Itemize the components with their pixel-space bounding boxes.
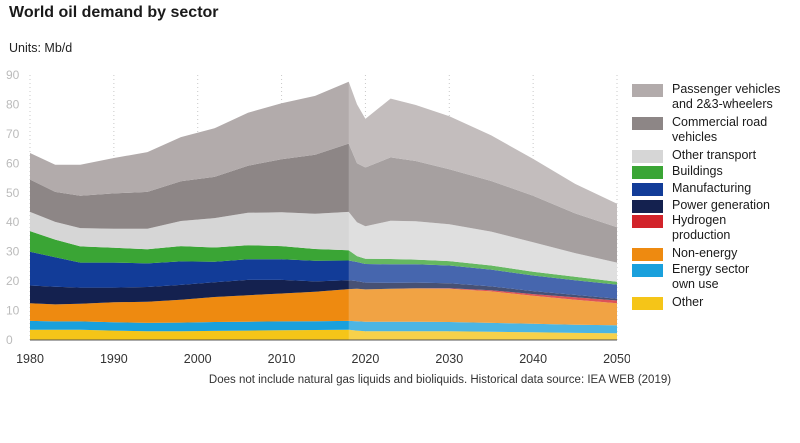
legend-label-line: production	[672, 228, 731, 242]
x-tick-label: 1990	[100, 352, 128, 366]
projection-shade	[348, 81, 617, 341]
x-tick-label: 2040	[519, 352, 547, 366]
legend-swatch	[632, 117, 663, 130]
area-other	[30, 329, 617, 340]
legend-label-line: Buildings	[672, 164, 723, 178]
legend-label: Passenger vehicles and 2&3-wheelers	[672, 82, 800, 112]
legend-label: Power generation	[672, 198, 800, 213]
legend-swatch	[632, 215, 663, 228]
legend-label-line: Hydrogen	[672, 213, 727, 227]
legend-label: Buildings	[672, 164, 800, 179]
y-tick-label: 10	[6, 304, 20, 318]
y-tick-label: 70	[6, 127, 20, 141]
legend-label: Hydrogen production	[672, 213, 800, 243]
x-tick-label: 2030	[435, 352, 463, 366]
legend-swatch	[632, 200, 663, 213]
y-tick-label: 30	[6, 245, 20, 259]
units-label: Units: Mb/d	[9, 41, 73, 55]
y-tick-label: 90	[6, 68, 20, 82]
x-tick-label: 2050	[603, 352, 630, 366]
x-tick-label: 2000	[184, 352, 212, 366]
legend-label-line: Non-energy	[672, 246, 738, 260]
legend-label-line: Other transport	[672, 148, 757, 162]
area-commercial-road-vehicles	[30, 143, 617, 263]
area-buildings	[30, 231, 617, 285]
x-tick-label: 1980	[16, 352, 44, 366]
legend-swatch	[632, 84, 663, 97]
area-energy-sector-own-use	[30, 320, 617, 334]
x-tick-label: 2010	[268, 352, 296, 366]
legend-label: Commercial road vehicles	[672, 115, 800, 145]
footnote: Does not include natural gas liquids and…	[208, 374, 672, 386]
area-other-transport	[30, 211, 617, 282]
area-non-energy	[30, 288, 617, 326]
legend-label-line: Energy sector	[672, 262, 750, 276]
legend-swatch	[632, 248, 663, 261]
y-tick-label: 80	[6, 97, 20, 111]
legend-label-line: own use	[672, 277, 719, 291]
legend-swatch	[632, 264, 663, 277]
legend-label-line: Other	[672, 295, 704, 309]
area-manufacturing	[30, 251, 617, 299]
legend-swatch	[632, 297, 663, 310]
y-tick-label: 60	[6, 156, 20, 170]
area-power-generation	[30, 279, 617, 305]
legend-label: Other transport	[672, 148, 800, 163]
legend-label: Manufacturing	[672, 181, 800, 196]
projection-overlay	[348, 81, 617, 341]
chart-title: World oil demand by sector	[9, 4, 219, 21]
legend-label-line: and 2&3-wheelers	[672, 97, 773, 111]
legend-swatch	[632, 150, 663, 163]
area-series	[30, 81, 617, 340]
legend-swatch	[632, 166, 663, 179]
legend-label-line: Commercial road	[672, 115, 768, 129]
y-tick-label: 40	[6, 215, 20, 229]
legend-label-line: Power generation	[672, 198, 770, 212]
y-tick-label: 50	[6, 186, 20, 200]
y-tick-label: 0	[6, 333, 13, 347]
area-passenger-vehicles-and-2-3-wheelers	[30, 81, 617, 228]
legend-label: Non-energy	[672, 246, 800, 261]
x-tick-label: 2020	[352, 352, 380, 366]
legend-label: Energy sector own use	[672, 262, 800, 292]
legend-label-line: Manufacturing	[672, 181, 752, 195]
legend-label-line: vehicles	[672, 130, 718, 144]
legend-label: Other	[672, 295, 800, 310]
y-tick-label: 20	[6, 274, 20, 288]
legend-label-line: Passenger vehicles	[672, 82, 781, 96]
legend-swatch	[632, 183, 663, 196]
